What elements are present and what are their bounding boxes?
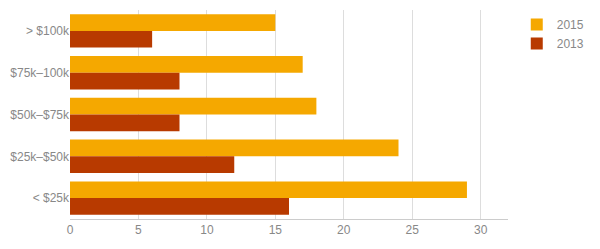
- svg-text:< $25k: < $25k: [33, 191, 70, 205]
- svg-text:$50k–$75k: $50k–$75k: [10, 108, 70, 122]
- svg-text:> $100k: > $100k: [26, 24, 70, 38]
- svg-text:0: 0: [67, 223, 74, 237]
- svg-text:25: 25: [406, 223, 420, 237]
- svg-text:$25k–$50k: $25k–$50k: [10, 150, 70, 164]
- svg-text:30: 30: [474, 223, 488, 237]
- svg-text:2013: 2013: [557, 37, 584, 51]
- svg-text:5: 5: [135, 223, 142, 237]
- svg-text:$75k–100k: $75k–100k: [10, 66, 70, 80]
- svg-text:2015: 2015: [557, 18, 584, 32]
- svg-text:20: 20: [337, 223, 351, 237]
- svg-text:15: 15: [269, 223, 283, 237]
- svg-text:10: 10: [200, 223, 214, 237]
